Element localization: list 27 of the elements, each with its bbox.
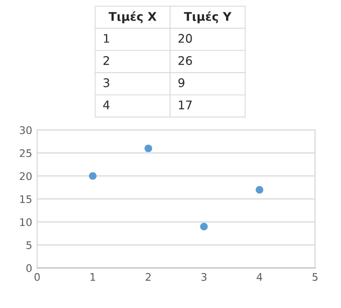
y-tick-label: 30 (20, 126, 32, 134)
x-tick-label: 1 (90, 273, 96, 281)
y-tick-label: 20 (20, 172, 32, 180)
point (88, 172, 97, 180)
x-tick-label: 3 (201, 273, 206, 281)
text: 9 (178, 78, 184, 88)
text: 20 (178, 34, 192, 43)
text: Τιμές X (108, 11, 156, 24)
text: 4 (103, 100, 110, 110)
y-tick-label: 5 (26, 241, 32, 250)
y-tick-label: 25 (20, 149, 32, 158)
text: 3 (104, 78, 110, 88)
x-tick-label: 4 (256, 273, 262, 281)
text: Τιμές Y (184, 11, 232, 24)
x-tick-label: 5 (312, 273, 318, 281)
text: 26 (178, 56, 192, 66)
text: 17 (178, 100, 192, 110)
text: 2 (104, 56, 109, 65)
text: 1 (104, 34, 110, 43)
y-tick-label: 0 (26, 264, 32, 272)
x-tick-label: 0 (34, 273, 40, 281)
y-tick-label: 15 (20, 195, 32, 204)
x-tick-label: 2 (146, 273, 151, 281)
point (144, 144, 152, 152)
point (256, 186, 264, 194)
point (200, 222, 208, 230)
y-tick-label: 10 (20, 218, 32, 226)
